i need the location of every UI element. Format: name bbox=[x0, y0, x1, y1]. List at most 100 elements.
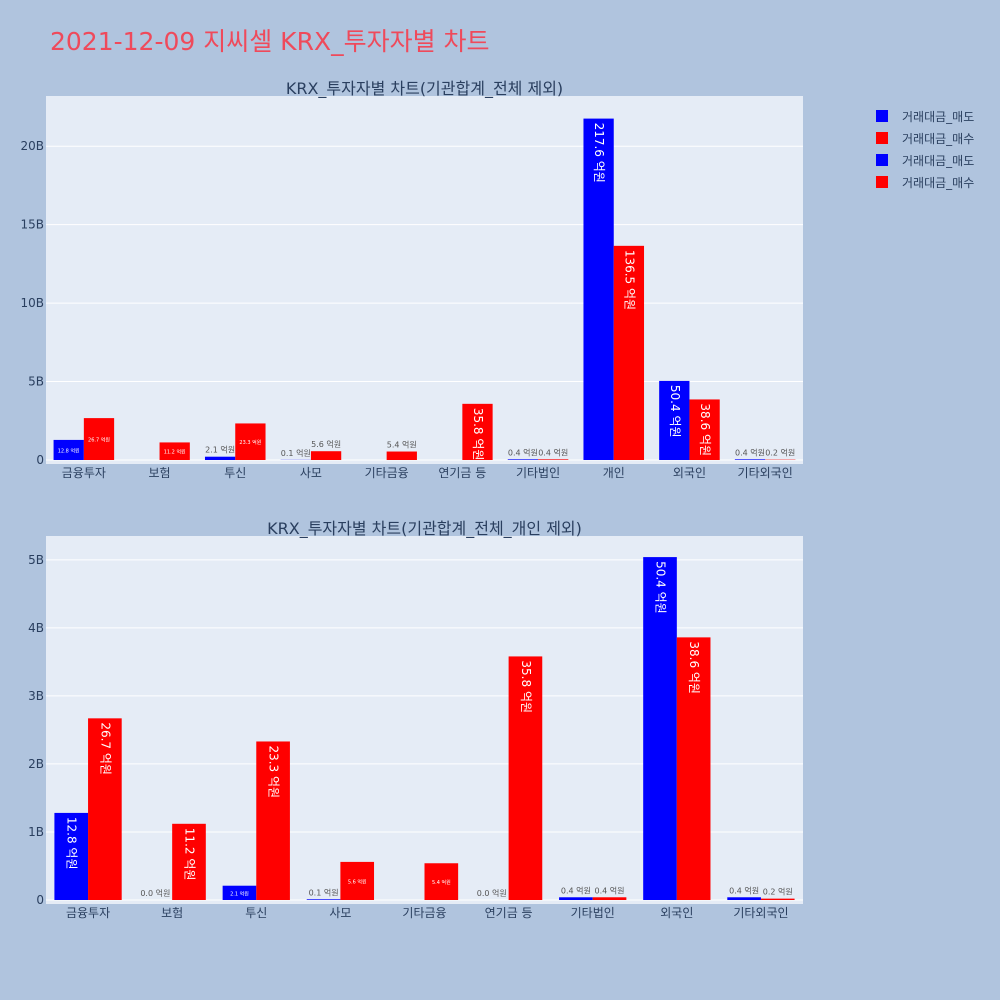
bar-data-label: 2.1 억원 bbox=[230, 890, 249, 897]
bar-data-label: 11.2 억원 bbox=[164, 449, 186, 456]
y-tick-label: 10B bbox=[20, 296, 44, 310]
bar-buy bbox=[235, 423, 266, 460]
legend-swatch-sell bbox=[876, 154, 888, 166]
bar-data-label: 38.6 억원 bbox=[687, 641, 701, 694]
x-tick-label: 기타금융 bbox=[402, 906, 446, 920]
x-tick-label: 기타법인 bbox=[571, 906, 615, 920]
x-tick-label: 연기금 등 bbox=[485, 906, 533, 920]
bar-data-label: 50.4 억원 bbox=[668, 385, 682, 438]
bar-data-label: 0.4 억원 bbox=[735, 447, 765, 457]
x-tick-label: 투신 bbox=[224, 466, 246, 480]
bar-data-label: 12.8 억원 bbox=[65, 817, 79, 870]
x-tick-label: 외국인 bbox=[660, 906, 693, 920]
bar-data-label: 217.6 억원 bbox=[592, 123, 606, 183]
legend: 거래대금_매도 거래대금_매수 거래대금_매도 거래대금_매수 bbox=[876, 105, 974, 193]
bar-data-label: 26.7 억원 bbox=[98, 722, 112, 775]
bar-sell bbox=[306, 899, 341, 900]
bar-sell bbox=[659, 380, 690, 460]
y-tick-label: 5B bbox=[28, 553, 44, 567]
bar-data-label: 0.2 억원 bbox=[763, 887, 793, 897]
page-title: 2021-12-09 지씨셀 KRX_투자자별 차트 bbox=[50, 27, 490, 56]
bar-data-label: 23.3 억원 bbox=[267, 745, 281, 798]
bar-sell bbox=[222, 885, 257, 900]
legend-swatch-buy bbox=[876, 176, 888, 188]
bar-data-label: 0.4 억원 bbox=[508, 447, 538, 457]
x-tick-label: 보험 bbox=[149, 466, 171, 480]
bar-data-label: 0.4 억원 bbox=[538, 447, 568, 457]
bar-data-label: 35.8 억원 bbox=[471, 408, 485, 461]
bar-data-label: 35.8 억원 bbox=[519, 660, 533, 713]
x-tick-label: 금융투자 bbox=[66, 906, 110, 920]
bar-buy bbox=[83, 418, 115, 460]
y-tick-label: 20B bbox=[20, 139, 44, 153]
x-tick-label: 연기금 등 bbox=[438, 466, 486, 480]
y-tick-label: 0 bbox=[36, 453, 44, 467]
x-tick-label: 금융투자 bbox=[62, 466, 106, 480]
bar-buy bbox=[88, 718, 122, 900]
x-tick-label: 기타금융 bbox=[365, 466, 409, 480]
bar-data-label: 5.4 억원 bbox=[387, 440, 417, 450]
bar-data-label: 26.7 억원 bbox=[88, 437, 110, 444]
bar-sell bbox=[643, 557, 677, 900]
bar-data-label: 2.1 억원 bbox=[205, 445, 235, 455]
bar-buy bbox=[760, 898, 795, 900]
legend-item-sell-1[interactable]: 거래대금_매도 bbox=[876, 105, 974, 127]
bar-data-label: 5.6 억원 bbox=[348, 878, 367, 885]
bar-buy bbox=[689, 399, 720, 460]
bar-buy bbox=[676, 637, 711, 900]
legend-item-buy-2[interactable]: 거래대금_매수 bbox=[876, 171, 974, 193]
bar-sell bbox=[204, 456, 236, 460]
bar-data-label: 0.2 억원 bbox=[765, 448, 795, 458]
legend-label: 거래대금_매도 bbox=[902, 109, 975, 124]
bar-sell bbox=[54, 812, 89, 900]
legend-label: 거래대금_매수 bbox=[902, 131, 975, 146]
legend-label: 거래대금_매수 bbox=[902, 175, 975, 190]
y-tick-label: 0 bbox=[36, 893, 44, 907]
bar-data-label: 0.0 억원 bbox=[140, 888, 170, 898]
x-tick-label: 기타외국인 bbox=[738, 466, 793, 480]
bar-buy bbox=[256, 741, 290, 900]
y-tick-label: 1B bbox=[28, 825, 44, 839]
x-tick-label: 투신 bbox=[245, 906, 267, 920]
bar-buy bbox=[424, 863, 459, 900]
bar-data-label: 0.1 억원 bbox=[281, 448, 311, 458]
bar-buy bbox=[538, 459, 569, 460]
x-tick-label: 기타법인 bbox=[516, 466, 560, 480]
bar-sell bbox=[734, 459, 766, 460]
y-tick-label: 2B bbox=[28, 757, 44, 771]
bar-data-label: 0.4 억원 bbox=[561, 885, 591, 895]
legend-swatch-sell bbox=[876, 110, 888, 122]
legend-item-sell-2[interactable]: 거래대금_매도 bbox=[876, 149, 974, 171]
bar-data-label: 5.4 억원 bbox=[432, 879, 451, 886]
legend-swatch-buy bbox=[876, 132, 888, 144]
legend-item-buy-1[interactable]: 거래대금_매수 bbox=[876, 127, 974, 149]
y-tick-label: 4B bbox=[28, 621, 44, 635]
x-tick-label: 기타외국인 bbox=[733, 906, 788, 920]
chart-title-1: KRX_투자자별 차트(기관합계_전체 제외) bbox=[286, 79, 563, 99]
y-tick-label: 5B bbox=[28, 375, 44, 389]
bar-buy bbox=[386, 451, 417, 460]
x-tick-label: 보험 bbox=[161, 906, 183, 920]
x-tick-label: 외국인 bbox=[673, 466, 706, 480]
bar-data-label: 0.4 억원 bbox=[595, 885, 625, 895]
bar-sell bbox=[507, 459, 539, 460]
bar-buy bbox=[172, 823, 206, 900]
bar-data-label: 136.5 억원 bbox=[622, 250, 636, 310]
y-tick-label: 3B bbox=[28, 689, 44, 703]
bar-sell bbox=[53, 439, 84, 460]
bar-buy bbox=[592, 897, 627, 900]
x-tick-label: 사모 bbox=[329, 906, 351, 920]
x-tick-label: 사모 bbox=[300, 466, 322, 480]
bar-data-label: 50.4 억원 bbox=[654, 561, 668, 614]
bar-buy bbox=[613, 245, 645, 460]
bar-data-label: 38.6 억원 bbox=[698, 403, 712, 456]
legend-label: 거래대금_매도 bbox=[902, 153, 975, 168]
bar-data-label: 12.8 억원 bbox=[58, 447, 80, 454]
bar-sell bbox=[559, 897, 593, 900]
bar-buy bbox=[508, 656, 543, 900]
bar-buy bbox=[159, 442, 190, 460]
chart-title-2: KRX_투자자별 차트(기관합계_전체_개인 제외) bbox=[267, 519, 582, 539]
bar-data-label: 0.1 억원 bbox=[309, 887, 339, 897]
bar-data-label: 11.2 억원 bbox=[182, 828, 196, 881]
